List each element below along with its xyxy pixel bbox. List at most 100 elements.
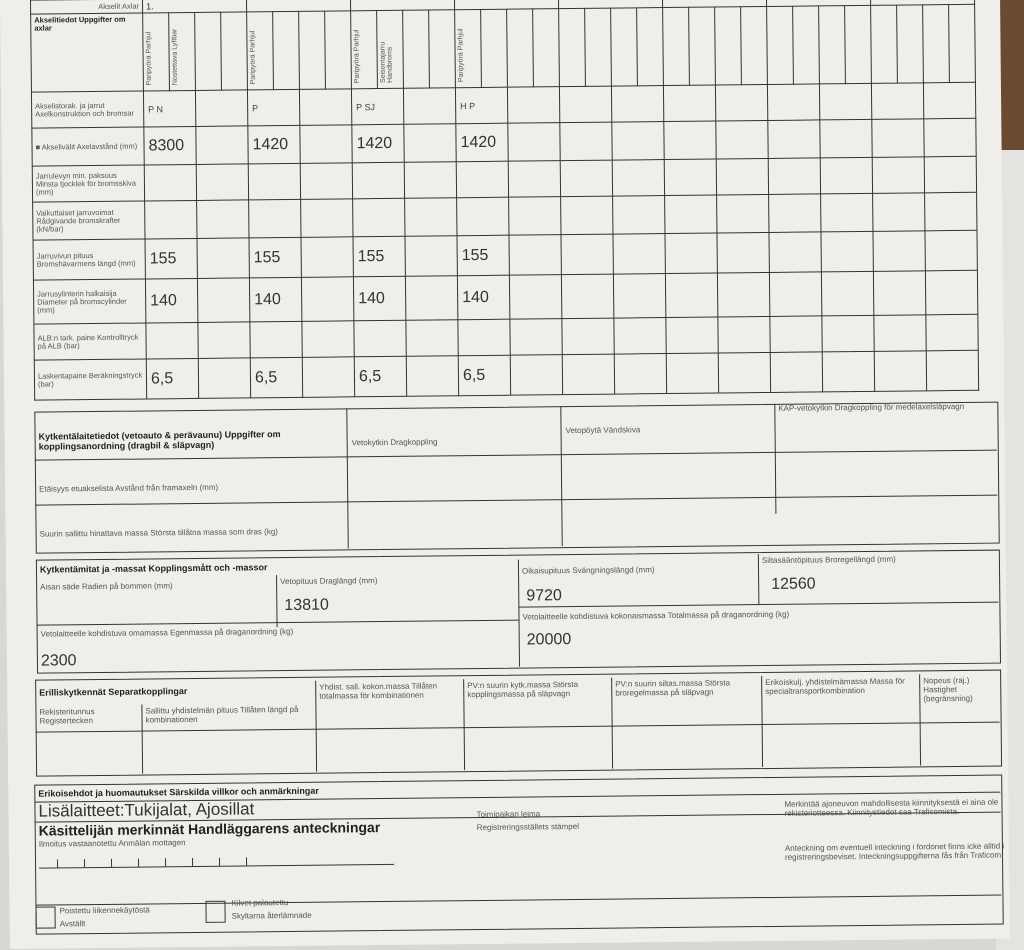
axle-empty-cell (509, 274, 562, 320)
axle-subheader-cell: Paripyörä Parhjul (454, 9, 482, 88)
axle-value: P SJ (351, 88, 404, 125)
axle-empty-cell (195, 125, 249, 165)
axle-subheader-cell (714, 6, 742, 86)
axle-value-cell (871, 118, 925, 158)
date-tick (111, 858, 113, 867)
separate-col-label: Sallittu yhdistelmän pituus Tillåten län… (145, 704, 299, 725)
axle-value-cell (769, 315, 823, 353)
axle-empty-cell (820, 157, 873, 194)
coupling-title: Kytkentälaitetiedot (vetoauto & perävaun… (38, 429, 281, 452)
axle-value-cell (872, 156, 925, 194)
axle-value-cell (456, 161, 509, 198)
date-tick (57, 859, 59, 868)
axle-subheader-cell (766, 6, 794, 85)
axle-empty-cell (821, 271, 874, 316)
axle-value-cell (145, 322, 199, 359)
bridge-length-label: Siltasääntöpituus Broregellängd (mm) (761, 554, 896, 566)
axle-empty-cell (405, 319, 459, 357)
axles-label: Akselit Axlar (30, 0, 143, 15)
axle-value-cell (873, 270, 926, 316)
axle-empty-cell (510, 354, 563, 396)
axle-value-cell (560, 196, 613, 235)
axle-empty-cell (614, 353, 667, 395)
axle-value-cell (664, 233, 718, 274)
axle-empty-cell (717, 316, 771, 353)
axle-value-cell (457, 319, 511, 356)
axle-subheader-cell (948, 4, 976, 83)
axle-value-cell (768, 193, 821, 233)
axle-value: 8300 (143, 126, 197, 165)
axle-empty-cell (301, 320, 355, 358)
axle-value: 155 (456, 235, 510, 276)
axle-empty-cell (716, 194, 769, 234)
axle-empty-cell (924, 230, 978, 271)
axle-feature-label: Paripyörä Parhjul (249, 30, 257, 85)
axle-value-cell (874, 350, 927, 392)
axle-value-cell (663, 121, 717, 160)
axle-subheader-cell: Paripyörä Parhjul (350, 10, 378, 89)
own-mass-value: 2300 (40, 652, 77, 670)
stamp-label-fi: Toimipaikan leima (476, 809, 541, 820)
axle-empty-cell (299, 88, 352, 126)
axle-value-cell (768, 231, 822, 273)
separate-title: Erilliskytkennät Separatkopplingar (39, 686, 188, 698)
date-tick (84, 859, 86, 868)
plates-returned-checkbox[interactable] (205, 900, 226, 923)
axle-empty-cell (821, 315, 875, 352)
stamp-label-sv: Registreringsställets stämpel (476, 821, 579, 833)
axle-empty-cell (406, 355, 459, 397)
draw-length-label: Vetopituus Draglängd (mm) (280, 576, 378, 587)
axle-subheader-cell (402, 10, 430, 89)
axle-value: 155 (145, 238, 198, 279)
axle-empty-cell (715, 120, 769, 160)
axle-empty-cell (508, 160, 561, 198)
axle-value-cell (144, 164, 197, 201)
axle-subheader-cell (584, 8, 612, 87)
axle-value-cell (873, 314, 927, 352)
axle-feature-label: Nostettava Lyftbar (171, 28, 179, 86)
axle-subheader-cell (480, 9, 508, 88)
axle-empty-cell (717, 272, 770, 318)
axle-value-cell (770, 351, 823, 393)
row-label: ■ Akselivälit Axelavstånd (mm) (31, 127, 145, 167)
axle-subheader-cell (220, 11, 248, 91)
axle-subheader-cell: Nostettava Lyftbar (168, 12, 196, 91)
deregistered-checkbox[interactable] (35, 906, 56, 929)
axle-value-cell (561, 318, 615, 355)
axle-empty-cell (923, 118, 977, 157)
axle-empty-cell (195, 89, 248, 127)
axle-value-cell (352, 198, 405, 237)
axle-empty-cell (924, 192, 977, 231)
axle-number: 1. (142, 0, 247, 14)
row-label: Jarruvivun pituus Bromshävarmens längd (… (33, 238, 146, 281)
date-tick (218, 857, 221, 866)
axle-empty-cell (924, 156, 977, 193)
mortgage-note-sv: Anteckning om eventuell inteckning i for… (784, 841, 1005, 862)
deregistered-label-sv: Avställt (59, 919, 86, 929)
date-tick (137, 858, 140, 867)
date-tick (191, 858, 194, 867)
axle-value: 1420 (351, 124, 405, 163)
axle-subheader-cell (194, 12, 222, 91)
axle-subheader-cell: Paripyörä Parhjul (246, 11, 274, 90)
axle-value-cell (559, 122, 613, 161)
axle-value-cell (664, 159, 717, 196)
axle-empty-cell (820, 231, 874, 272)
axle-value: 6,5 (458, 355, 511, 396)
axle-subheader-cell (610, 7, 638, 87)
axle-empty-cell (613, 317, 667, 355)
axle-subheader-cell: Paripyörä Parhjul (142, 12, 170, 92)
axle-value: 1420 (247, 125, 301, 164)
radius-label: Aisan säde Radien på bommen (mm) (40, 581, 173, 592)
axle-empty-cell (926, 350, 979, 391)
axle-section-title: Akselitiedot Uppgifter om axlar (30, 13, 144, 93)
axle-empty-cell (403, 87, 456, 125)
axle-empty-cell (716, 232, 770, 274)
remarks-text: Lisälaitteet:Tukijalat, Ajosillat (38, 799, 255, 821)
axle-subheader-cell (688, 7, 716, 86)
row-label: Vaikuttaiset jarruvoimat Rådgivande brom… (32, 200, 146, 241)
axle-feature-label: Seisontajarru Handbroms (379, 41, 394, 84)
turning-length-label: Oikaisupituus Svängningslängd (mm) (521, 565, 655, 576)
axle-empty-cell (508, 196, 561, 236)
axle-value: H P (455, 87, 508, 124)
